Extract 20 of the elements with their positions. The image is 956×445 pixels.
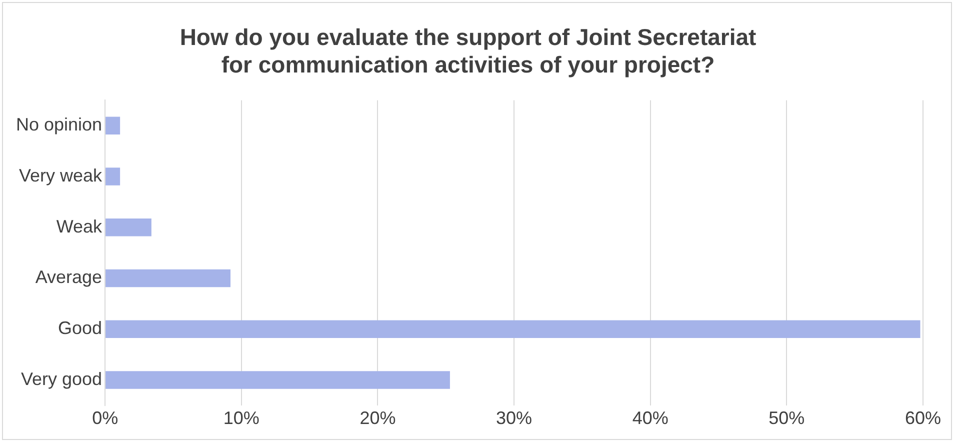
x-tick-label: 0% (92, 408, 118, 428)
bar (106, 269, 230, 288)
x-tick-label: 10% (223, 408, 260, 428)
bar (106, 116, 120, 135)
chart-title: How do you evaluate the support of Joint Secretariat for communication activities of your project? (180, 24, 757, 78)
x-tick-label: 20% (360, 408, 396, 428)
y-tick-label: No opinion (16, 114, 102, 135)
x-tick-label: 60% (904, 408, 942, 428)
x-tick-label: 40% (632, 408, 668, 428)
x-tick-label: 50% (768, 408, 805, 428)
x-tick-label: 30% (496, 408, 532, 428)
bar (106, 371, 450, 389)
bar (106, 320, 920, 338)
bar (106, 168, 120, 186)
y-tick-label: Good (58, 318, 102, 338)
y-tick-label: Very weak (19, 165, 104, 186)
y-tick-label: Very good (21, 368, 102, 389)
y-tick-label: Average (35, 267, 102, 288)
bar (106, 218, 152, 236)
y-tick-label: Weak (56, 216, 104, 236)
